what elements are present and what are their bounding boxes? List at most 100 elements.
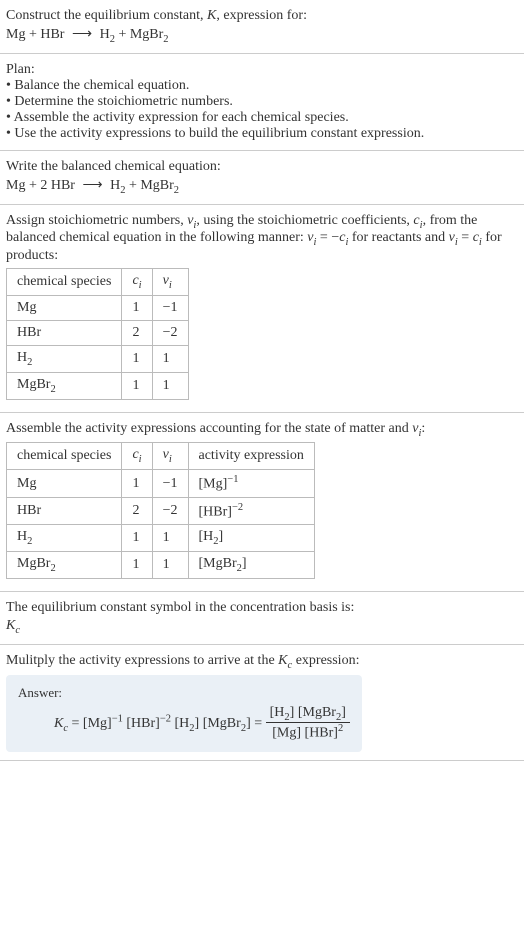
cell-nui: −2 <box>152 497 188 525</box>
text: [MgBr <box>199 556 237 571</box>
text: Mulitply the activity expressions to arr… <box>6 653 278 668</box>
kc-symbol-section: The equilibrium constant symbol in the c… <box>0 592 524 645</box>
cell-activity: [H2] <box>188 525 314 552</box>
text: H <box>110 178 120 193</box>
stoich-section: Assign stoichiometric numbers, νi, using… <box>0 205 524 413</box>
equals: = <box>251 716 266 731</box>
cell-nui: −1 <box>152 470 188 498</box>
superscript: −1 <box>227 474 238 485</box>
subscript: 2 <box>50 563 55 574</box>
cell-ci: 1 <box>122 295 152 320</box>
text: Construct the equilibrium constant, <box>6 8 207 23</box>
cell-ci: 1 <box>122 372 152 399</box>
text: K <box>54 716 63 731</box>
cell-species: Mg <box>7 470 122 498</box>
plan-bullet: • Assemble the activity expression for e… <box>6 110 518 126</box>
text: MgBr <box>130 27 163 42</box>
cell-nui: 1 <box>152 525 188 552</box>
activity-intro: Assemble the activity expressions accoun… <box>6 421 518 439</box>
activity-section: Assemble the activity expressions accoun… <box>0 413 524 593</box>
text: H <box>17 350 27 365</box>
subscript: 2 <box>163 34 168 45</box>
text: [Mg] <box>199 477 228 492</box>
superscript: −2 <box>160 713 171 724</box>
kc-expression: Kc = [Mg]−1 [HBr]−2 [H2] [MgBr2] = [H2] … <box>18 705 350 742</box>
col-activity: activity expression <box>188 443 314 470</box>
text: , expression for: <box>216 8 307 23</box>
table-row: Mg 1 −1 <box>7 295 189 320</box>
cell-species: Mg <box>7 295 122 320</box>
table-header-row: chemical species ci νi activity expressi… <box>7 443 315 470</box>
col-nui: νi <box>152 443 188 470</box>
text: for reactants and <box>348 230 448 245</box>
superscript: 2 <box>338 723 343 734</box>
text: : <box>421 421 425 436</box>
cell-nui: 1 <box>152 372 188 399</box>
cell-nui: 1 <box>152 345 188 372</box>
term: [Mg] <box>83 716 112 731</box>
species: MgBr2 <box>140 178 179 193</box>
cell-nui: −1 <box>152 295 188 320</box>
cell-species: H2 <box>7 525 122 552</box>
text: ] [MgBr <box>290 705 336 720</box>
denominator: [Mg] [HBr]2 <box>266 723 350 742</box>
answer-box: Answer: Kc = [Mg]−1 [HBr]−2 [H2] [MgBr2]… <box>6 675 362 752</box>
plan-title: Plan: <box>6 62 518 78</box>
text: H <box>100 27 110 42</box>
text: [H <box>270 705 285 720</box>
cell-ci: 2 <box>122 497 152 525</box>
balanced-equation: Mg + 2 HBr ⟶ H2 + MgBr2 <box>6 177 518 196</box>
coef: 2 <box>40 178 51 193</box>
table-row: HBr 2 −2 <box>7 320 189 345</box>
subscript: c <box>15 625 20 636</box>
text: [HBr] <box>199 504 232 519</box>
table-row: MgBr2 1 1 [MgBr2] <box>7 552 315 579</box>
fraction: [H2] [MgBr2][Mg] [HBr]2 <box>266 705 350 742</box>
superscript: −1 <box>112 713 123 724</box>
plus: + <box>125 178 140 193</box>
cell-ci: 1 <box>122 470 152 498</box>
text: K <box>278 653 287 668</box>
text: = <box>458 230 473 245</box>
text: H <box>17 529 27 544</box>
species: Mg <box>6 178 25 193</box>
col-species: chemical species <box>7 269 122 296</box>
plan-section: Plan: • Balance the chemical equation. •… <box>0 54 524 151</box>
col-nui: νi <box>152 269 188 296</box>
cell-nui: −2 <box>152 320 188 345</box>
cell-nui: 1 <box>152 552 188 579</box>
unbalanced-equation: Mg + HBr ⟶ H2 + MgBr2 <box>6 26 518 45</box>
text: Assign stoichiometric numbers, <box>6 213 187 228</box>
subscript: i <box>169 454 172 465</box>
subscript: 2 <box>27 357 32 368</box>
section-title: Write the balanced chemical equation: <box>6 159 518 175</box>
answer-label: Answer: <box>18 685 350 701</box>
cell-activity: [MgBr2] <box>188 552 314 579</box>
cell-ci: 2 <box>122 320 152 345</box>
text: MgBr <box>17 556 50 571</box>
subscript: 2 <box>50 384 55 395</box>
subscript: 2 <box>27 536 32 547</box>
term: [H <box>174 716 189 731</box>
activity-table: chemical species ci νi activity expressi… <box>6 442 315 579</box>
subscript: 2 <box>174 185 179 196</box>
subscript: i <box>139 454 142 465</box>
cell-species: MgBr2 <box>7 372 122 399</box>
numerator: [H2] [MgBr2] <box>266 705 350 724</box>
species: MgBr2 <box>130 27 169 42</box>
col-species: chemical species <box>7 443 122 470</box>
col-ci: ci <box>122 443 152 470</box>
cell-species: HBr <box>7 320 122 345</box>
arrow-icon: ⟶ <box>68 27 96 42</box>
cell-activity: [Mg]−1 <box>188 470 314 498</box>
balanced-eq-section: Write the balanced chemical equation: Mg… <box>0 151 524 205</box>
species: H2 <box>100 27 115 42</box>
text: expression: <box>292 653 359 668</box>
term: [MgBr <box>203 716 241 731</box>
species: HBr <box>40 27 64 42</box>
stoich-intro: Assign stoichiometric numbers, νi, using… <box>6 213 518 265</box>
text: Assemble the activity expressions accoun… <box>6 421 412 436</box>
plus: + <box>115 27 130 42</box>
answer-section: Mulitply the activity expressions to arr… <box>0 645 524 761</box>
cell-ci: 1 <box>122 552 152 579</box>
